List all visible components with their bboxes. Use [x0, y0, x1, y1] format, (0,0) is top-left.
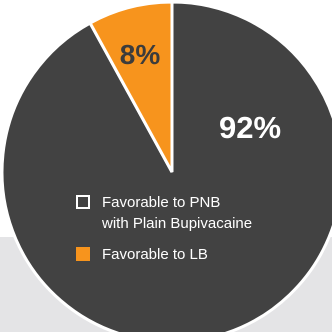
- legend-label-lb: Favorable to LB: [102, 246, 208, 263]
- pie-slice-favorable-lb: [88, 0, 174, 173]
- legend-label-pnb-line2: with Plain Bupivacaine: [102, 215, 253, 232]
- legend-label-pnb-line1: Favorable to PNB: [102, 194, 221, 211]
- chart-legend: Favorable to PNB with Plain Bupivacaine …: [72, 192, 272, 265]
- legend-item-lb: Favorable to LB: [72, 244, 272, 265]
- legend-swatch-lb: [76, 247, 90, 261]
- legend-swatch-pnb: [76, 195, 90, 209]
- slice-label-minor: 8%: [120, 39, 161, 70]
- legend-item-pnb: Favorable to PNB with Plain Bupivacaine: [72, 192, 272, 234]
- slice-label-major: 92%: [219, 110, 281, 145]
